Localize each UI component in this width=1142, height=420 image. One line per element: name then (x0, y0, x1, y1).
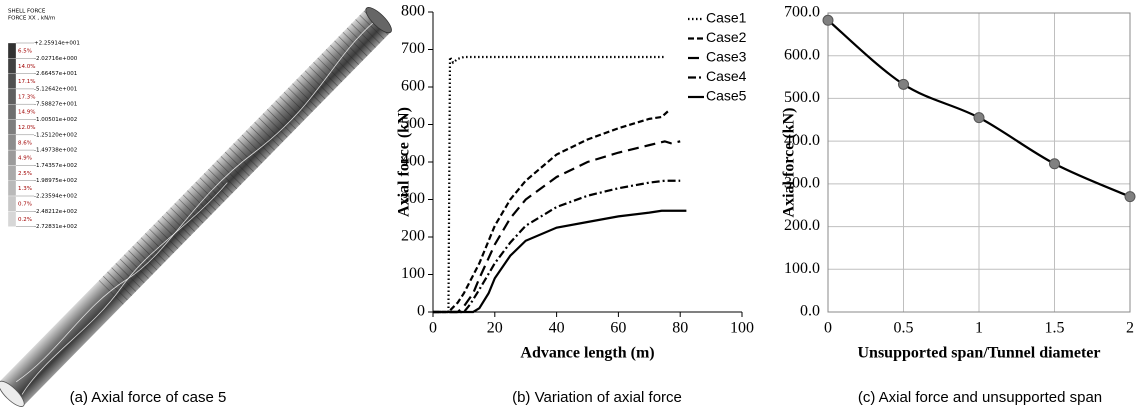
legend-level: -5.12642e+001 (34, 86, 77, 92)
legend-percent: 1.3% (18, 186, 32, 192)
y-tick-label: 0.0 (800, 303, 820, 320)
x-tick-label: 60 (610, 320, 626, 337)
legend-swatch (8, 135, 16, 150)
legend-percent: 6.5% (18, 49, 32, 55)
legend-percent: 8.6% (18, 140, 32, 146)
x-tick-label: 2 (1126, 320, 1134, 337)
legend-swatch (8, 58, 16, 73)
x-tick-label: 0.5 (894, 320, 914, 337)
x-tick-label: 80 (672, 320, 688, 337)
legend-percent: 12.0% (18, 125, 35, 131)
legend-level: -1.74357e+002 (34, 163, 77, 169)
legend-swatch (8, 104, 16, 119)
data-point (974, 113, 984, 123)
x-tick-label: 1 (975, 320, 983, 337)
legend-level: -1.00501e+002 (34, 117, 77, 123)
legend-level: -2.23594e+002 (34, 194, 77, 200)
legend-swatch (8, 165, 16, 180)
legend-swatch (8, 196, 16, 211)
legend-percent: 17.1% (18, 79, 35, 85)
legend-title: SHELL FORCE (8, 9, 46, 15)
figure: SHELL FORCE FORCE XX , kN/m (a) Axial fo… (0, 0, 1142, 420)
y-tick-label: 800 (401, 3, 425, 20)
caption: (b) Variation of axial force (512, 389, 682, 406)
legend-swatch (8, 89, 16, 104)
x-tick-label: 0 (429, 320, 437, 337)
legend-level: -7.58827e+001 (34, 102, 77, 108)
x-tick-label: 100 (730, 320, 754, 337)
legend-level: -2.02716e+000 (34, 56, 78, 62)
legend-percent: 4.9% (18, 156, 32, 162)
y-axis-label: Axial force (kN) (781, 108, 798, 218)
x-tick-label: 1.5 (1045, 320, 1065, 337)
x-tick-label: 20 (487, 320, 503, 337)
data-point (1125, 192, 1135, 202)
tunnel-model (0, 4, 395, 410)
y-tick-label: 700 (401, 40, 425, 57)
legend-percent: 14.0% (18, 64, 35, 70)
legend-level: -1.49738e+002 (34, 148, 77, 154)
legend-swatch (8, 120, 16, 135)
data-point (899, 79, 909, 89)
legend-percent: 2.5% (18, 171, 32, 177)
x-axis-label: Advance length (m) (520, 345, 654, 362)
y-tick-label: 100 (401, 265, 425, 282)
legend-level: -2.48212e+002 (34, 209, 77, 215)
legend-level: -2.66457e+001 (34, 71, 77, 77)
y-tick-label: 100.0 (784, 260, 820, 277)
y-tick-label: 200.0 (784, 217, 820, 234)
legend-percent: 0.2% (18, 217, 32, 223)
y-tick-label: 500.0 (784, 89, 820, 106)
legend-swatch (8, 43, 16, 58)
legend-percent: 0.7% (18, 202, 32, 208)
legend-label: Case4 (706, 68, 747, 84)
legend-level: +2.25914e+001 (34, 41, 80, 47)
legend-label: Case5 (706, 88, 747, 104)
legend-swatch (8, 181, 16, 196)
legend-swatch (8, 150, 16, 165)
caption: (a) Axial force of case 5 (70, 389, 227, 406)
legend-label: Case3 (706, 49, 747, 65)
y-tick-label: 0 (417, 303, 425, 320)
x-axis-label: Unsupported span/Tunnel diameter (857, 345, 1100, 362)
legend-level: -1.98975e+002 (34, 178, 77, 184)
y-axis-label: Axial force (kN) (396, 107, 413, 217)
data-point (1050, 159, 1060, 169)
legend-subtitle: FORCE XX , kN/m (8, 16, 55, 22)
legend-swatch (8, 211, 16, 226)
caption: (c) Axial force and unsupported span (858, 389, 1102, 406)
data-point (823, 15, 833, 25)
y-tick-label: 700.0 (784, 4, 820, 21)
legend-swatch (8, 74, 16, 89)
y-tick-label: 200 (401, 228, 425, 245)
legend-label: Case1 (706, 10, 747, 26)
legend-percent: 14.9% (18, 110, 35, 116)
y-tick-label: 600 (401, 78, 425, 95)
x-tick-label: 0 (824, 320, 832, 337)
legend-level: -2.72831e+002 (34, 224, 77, 230)
x-tick-label: 40 (549, 320, 565, 337)
legend-label: Case2 (706, 29, 747, 45)
legend-level: -1.25120e+002 (34, 132, 77, 138)
series-line (433, 181, 680, 312)
legend-percent: 17.3% (18, 94, 35, 100)
y-tick-label: 600.0 (784, 46, 820, 63)
